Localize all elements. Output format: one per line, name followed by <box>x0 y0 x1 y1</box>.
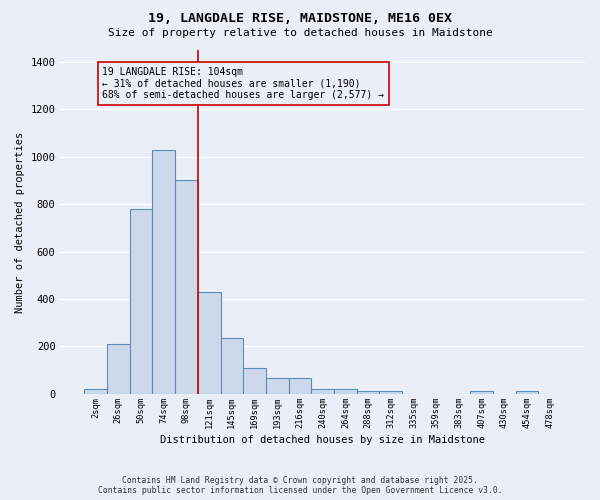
Bar <box>379 392 402 394</box>
Bar <box>243 368 266 394</box>
Bar <box>357 392 379 394</box>
Text: 19, LANGDALE RISE, MAIDSTONE, ME16 0EX: 19, LANGDALE RISE, MAIDSTONE, ME16 0EX <box>148 12 452 26</box>
Bar <box>175 180 198 394</box>
Bar <box>470 392 493 394</box>
Bar <box>152 150 175 394</box>
Text: 19 LANGDALE RISE: 104sqm
← 31% of detached houses are smaller (1,190)
68% of sem: 19 LANGDALE RISE: 104sqm ← 31% of detach… <box>103 66 385 100</box>
Bar <box>221 338 243 394</box>
Text: Size of property relative to detached houses in Maidstone: Size of property relative to detached ho… <box>107 28 493 38</box>
Bar <box>289 378 311 394</box>
Bar <box>130 209 152 394</box>
Bar <box>311 389 334 394</box>
Text: Contains HM Land Registry data © Crown copyright and database right 2025.
Contai: Contains HM Land Registry data © Crown c… <box>98 476 502 495</box>
Bar <box>334 389 357 394</box>
X-axis label: Distribution of detached houses by size in Maidstone: Distribution of detached houses by size … <box>160 435 485 445</box>
Y-axis label: Number of detached properties: Number of detached properties <box>15 132 25 312</box>
Bar <box>516 392 538 394</box>
Bar <box>84 389 107 394</box>
Bar <box>266 378 289 394</box>
Bar <box>107 344 130 394</box>
Bar <box>198 292 221 394</box>
